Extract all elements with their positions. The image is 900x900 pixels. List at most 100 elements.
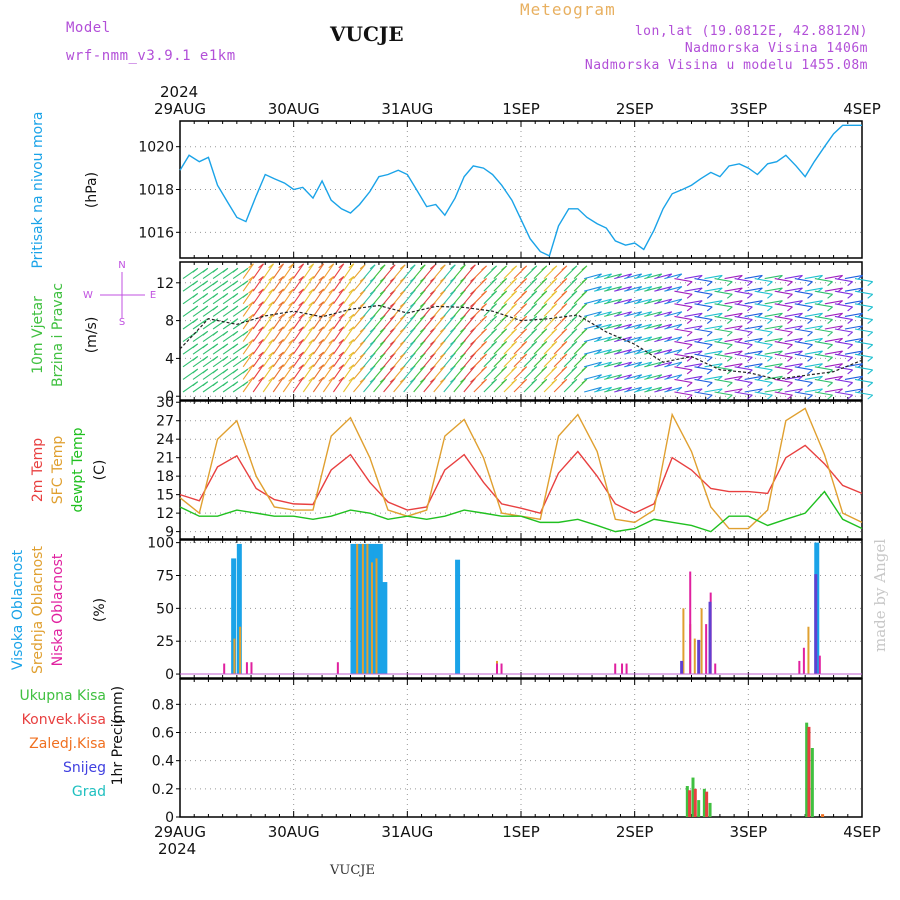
precip-total-bar xyxy=(697,800,701,817)
temp-2m-line xyxy=(179,444,863,514)
wind-barb xyxy=(744,287,763,292)
wind-barb xyxy=(521,366,528,372)
cloud-mid-bar xyxy=(239,626,242,675)
wind-barb xyxy=(844,337,863,343)
wind-barb xyxy=(302,301,315,317)
wind-barb xyxy=(453,365,466,380)
legend-graupel: Grad xyxy=(72,784,106,800)
wind-barb xyxy=(312,364,325,380)
wind-barb xyxy=(787,293,793,299)
wind-barb xyxy=(338,276,345,281)
wind-barb xyxy=(212,318,219,324)
wind-barb xyxy=(726,369,733,375)
wind-barb xyxy=(423,327,436,342)
wind-barb xyxy=(847,306,853,312)
cloud-low-bar xyxy=(336,662,339,675)
wind-dir-w: W xyxy=(83,290,93,301)
wind-barb xyxy=(784,388,803,393)
wind-barb xyxy=(433,277,446,292)
wind-barb xyxy=(318,351,325,357)
wind-barb xyxy=(844,388,863,393)
wind-barb xyxy=(767,369,773,375)
wind-barb xyxy=(847,382,853,387)
wind-barb xyxy=(332,276,345,292)
wind-barb xyxy=(232,356,239,361)
wind-barb xyxy=(453,277,466,292)
wind-barb xyxy=(676,323,683,329)
wind-barb xyxy=(338,376,345,382)
wind-barb xyxy=(551,290,558,296)
wind-barb xyxy=(322,326,335,342)
wind-barb xyxy=(764,363,783,368)
wind-barb xyxy=(644,273,662,280)
wind-barb xyxy=(481,328,487,334)
wind-barb xyxy=(774,391,793,396)
wind-barb xyxy=(393,314,406,330)
wind-barb xyxy=(561,378,568,384)
wind-barb xyxy=(312,326,325,342)
wind-barb xyxy=(481,303,487,309)
wind-barb xyxy=(348,276,355,281)
wind-barb xyxy=(338,326,345,332)
wind-barb xyxy=(242,288,254,305)
y-tick-label: 8 xyxy=(165,314,174,330)
cloud-mid-bar xyxy=(366,543,369,675)
wind-barb xyxy=(684,363,703,368)
wind-barb xyxy=(302,276,315,292)
wind-barb xyxy=(686,356,693,362)
wind-barb xyxy=(501,328,507,334)
cloud-mid-bar xyxy=(361,543,364,675)
wind-barb xyxy=(804,325,823,330)
wind-barb xyxy=(258,376,264,382)
wind-barb xyxy=(338,364,345,370)
wind-barb xyxy=(248,263,254,269)
wind-barb xyxy=(282,288,295,305)
y-tick-label: 12 xyxy=(156,506,174,522)
wind-barb xyxy=(318,276,325,281)
wind-barb xyxy=(348,288,355,294)
wind-barb xyxy=(676,286,683,291)
y-tick-label: 0.2 xyxy=(152,782,174,798)
cloud-low-bar xyxy=(621,663,624,675)
wind-barb xyxy=(222,330,229,336)
wind-barb xyxy=(706,319,713,324)
wind-barb xyxy=(714,278,733,283)
wind-barb xyxy=(747,382,753,387)
wind-barb xyxy=(787,382,793,387)
wind-barb xyxy=(584,311,602,317)
wind-barb xyxy=(511,341,518,346)
wind-barb xyxy=(423,340,436,355)
wind-barb xyxy=(684,375,703,380)
wind-barb xyxy=(754,366,773,371)
wind-barb xyxy=(202,343,209,349)
wind-barb xyxy=(767,344,773,350)
wind-barb xyxy=(379,264,386,270)
wind-barb xyxy=(463,340,476,355)
wind-barb xyxy=(644,323,662,330)
wind-barb xyxy=(571,265,578,271)
wind-barb xyxy=(664,374,682,380)
wind-barb xyxy=(403,314,416,330)
wind-barb xyxy=(369,264,376,270)
wind-barb xyxy=(248,301,254,307)
wind-barb xyxy=(501,303,507,309)
wind-barb xyxy=(676,336,683,342)
panel-frame xyxy=(179,539,863,679)
wind-barb xyxy=(867,382,874,387)
wind-barb xyxy=(706,293,713,299)
wind-barb xyxy=(282,313,295,330)
wind-barb xyxy=(222,293,229,298)
wind-barb xyxy=(413,289,426,305)
wind-barb xyxy=(724,312,743,317)
wind-barb xyxy=(403,352,416,368)
wind-barb xyxy=(222,381,229,387)
wind-barb xyxy=(804,300,823,305)
wind-barb xyxy=(343,376,355,393)
wind-barb xyxy=(764,274,783,280)
wind-barb xyxy=(804,312,823,317)
wind-barb xyxy=(343,301,355,317)
wind-barb xyxy=(704,274,723,280)
wind-barb xyxy=(867,369,874,375)
wind-barb xyxy=(834,366,853,371)
wind-barb xyxy=(686,281,693,287)
